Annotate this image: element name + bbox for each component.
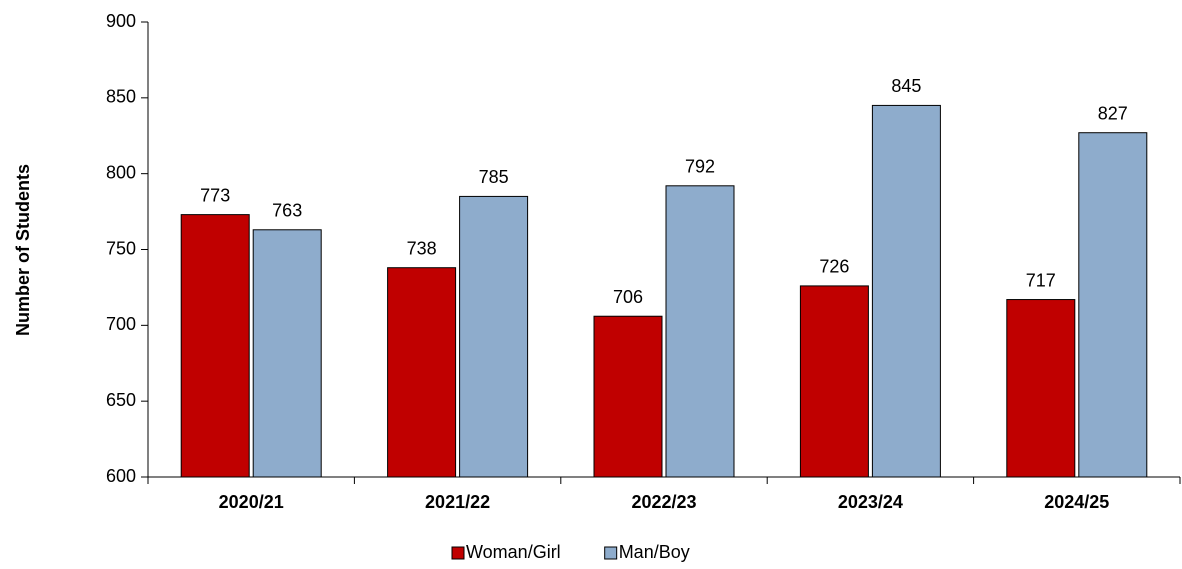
bar <box>1006 299 1076 478</box>
bar <box>871 104 941 478</box>
data-label: 785 <box>479 167 509 187</box>
legend-swatch <box>451 546 465 560</box>
bar <box>459 195 529 478</box>
data-label: 845 <box>891 76 921 96</box>
x-tick-label: 2021/22 <box>425 492 490 512</box>
bar <box>1078 132 1148 478</box>
bar <box>665 185 735 478</box>
data-label: 827 <box>1098 103 1128 123</box>
y-tick-label: 700 <box>106 314 136 334</box>
y-tick-label: 600 <box>106 466 136 486</box>
data-label: 773 <box>200 185 230 205</box>
data-label: 738 <box>407 238 437 258</box>
y-tick-label: 800 <box>106 162 136 182</box>
y-tick-label: 650 <box>106 390 136 410</box>
data-label: 792 <box>685 157 715 177</box>
data-label: 726 <box>819 257 849 277</box>
data-label: 717 <box>1026 270 1056 290</box>
y-tick-label: 900 <box>106 11 136 31</box>
legend-swatch <box>604 546 618 560</box>
x-tick-label: 2023/24 <box>838 492 903 512</box>
y-axis-label: Number of Students <box>13 164 33 336</box>
bar <box>593 315 663 478</box>
x-tick-label: 2022/23 <box>631 492 696 512</box>
x-tick-label: 2020/21 <box>219 492 284 512</box>
y-tick-label: 750 <box>106 238 136 258</box>
bar <box>252 229 322 478</box>
legend-label: Man/Boy <box>619 542 690 562</box>
data-label: 706 <box>613 287 643 307</box>
legend-label: Woman/Girl <box>466 542 561 562</box>
data-label: 763 <box>272 201 302 221</box>
bar <box>387 267 457 478</box>
bar <box>799 285 869 478</box>
y-tick-label: 850 <box>106 87 136 107</box>
x-tick-label: 2024/25 <box>1044 492 1109 512</box>
bar <box>180 214 250 478</box>
